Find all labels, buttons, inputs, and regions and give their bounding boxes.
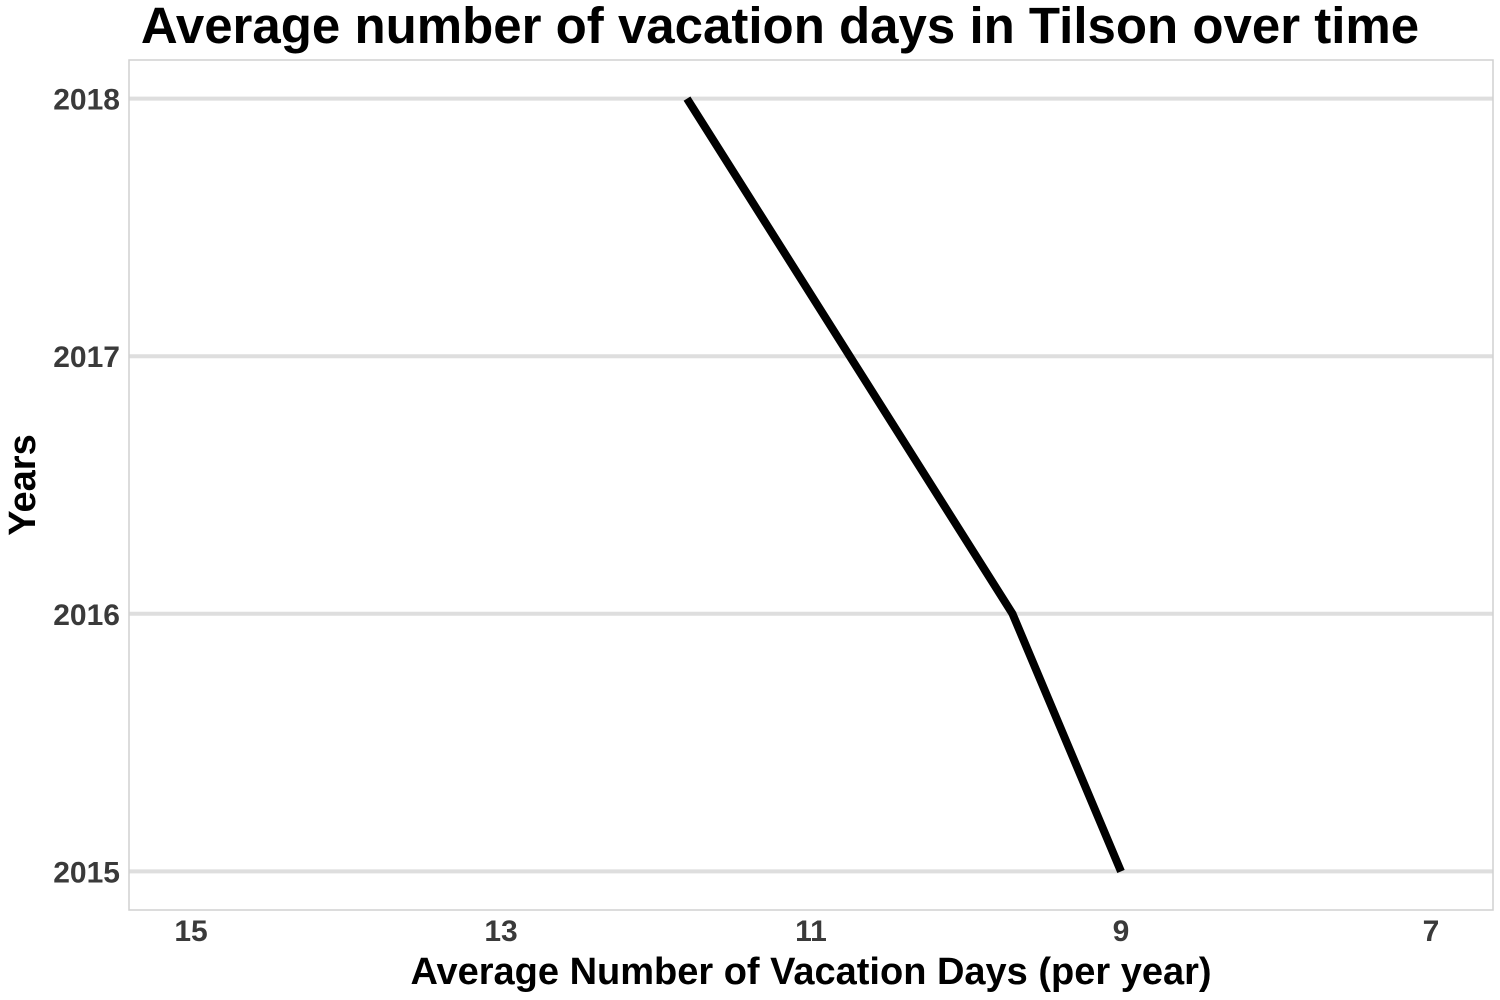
x-tick-label-13: 13 [484,915,517,948]
x-tick-label-9: 9 [1113,915,1130,948]
x-axis-label: Average Number of Vacation Days (per yea… [410,951,1211,993]
series-line-0 [683,96,1125,873]
y-tick-label-2018: 2018 [53,84,120,117]
y-tick-label-2017: 2017 [53,341,120,374]
y-tick-label-2016: 2016 [53,599,120,632]
y-axis-label: Years [2,434,44,535]
x-tick-labels: 15 13 11 9 7 [174,915,1439,948]
chart-title: Average number of vacation days in Tilso… [141,0,1419,54]
series-layer [683,96,1125,873]
x-tick-label-7: 7 [1423,915,1440,948]
y-tick-labels: 2015 2016 2017 2018 [53,84,120,890]
y-tick-label-2015: 2015 [53,856,120,889]
x-tick-label-11: 11 [795,915,827,948]
x-tick-label-15: 15 [174,915,207,948]
grid-layer [129,96,1493,874]
panel-border [128,59,1494,911]
